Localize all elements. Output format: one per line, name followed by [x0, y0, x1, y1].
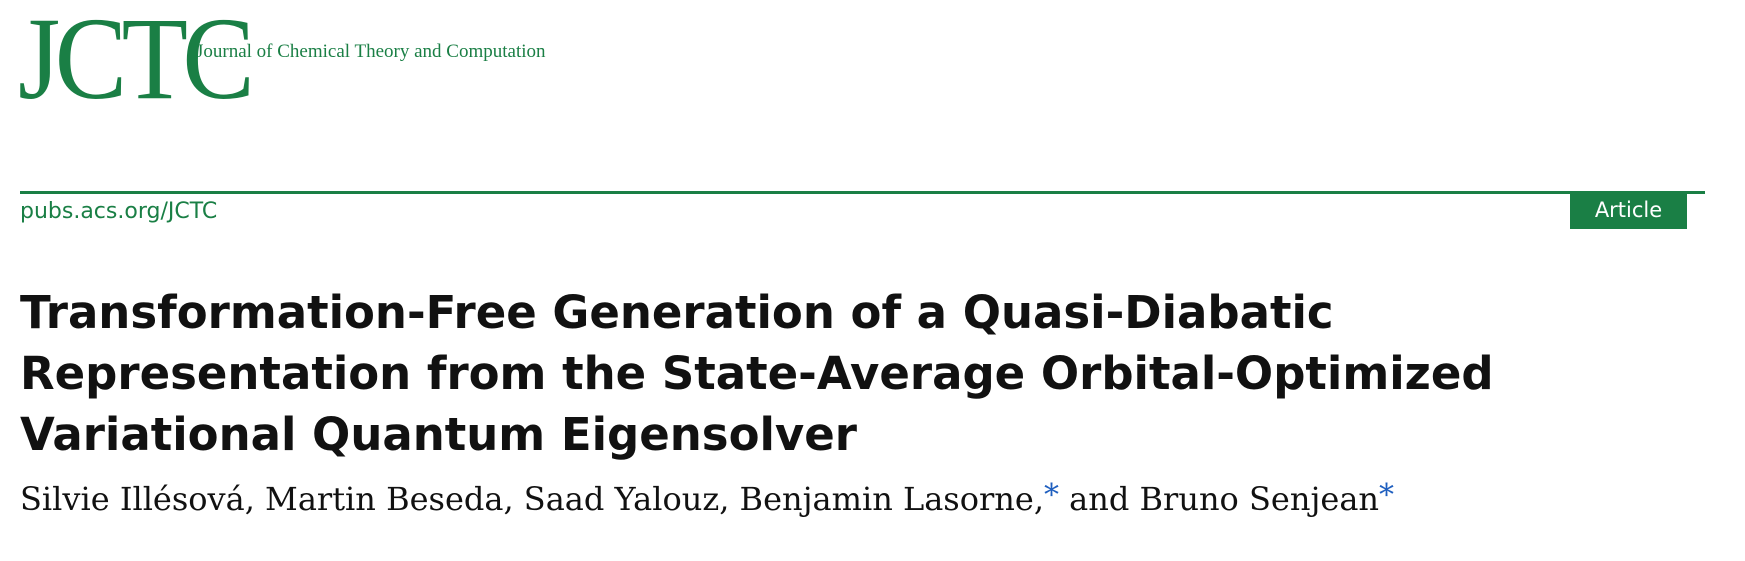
author-names-part-1: Silvie Illésová, Martin Beseda, Saad Yal… [20, 480, 1044, 518]
journal-url-link[interactable]: pubs.acs.org/JCTC [20, 199, 218, 224]
article-type-badge: Article [1570, 191, 1687, 229]
article-title: Transformation-Free Generation of a Quas… [20, 286, 1494, 461]
corresponding-author-marker[interactable]: * [1379, 478, 1394, 513]
header-divider [20, 191, 1705, 194]
journal-logo-mark: JCTC [18, 0, 255, 124]
author-names-part-2: and Bruno Senjean [1059, 480, 1379, 518]
journal-logo: JCTC [18, 0, 269, 118]
corresponding-author-marker[interactable]: * [1044, 478, 1059, 513]
journal-full-name: Journal of Chemical Theory and Computati… [196, 41, 546, 62]
author-list: Silvie Illésová, Martin Beseda, Saad Yal… [20, 478, 1394, 518]
